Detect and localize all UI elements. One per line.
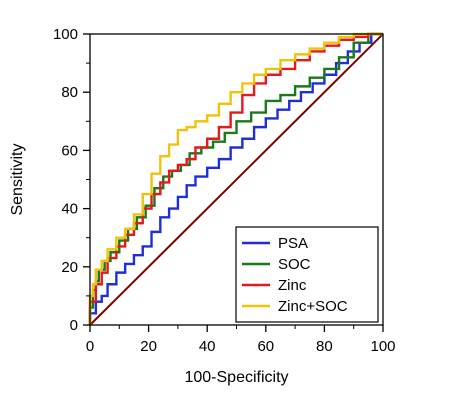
y-tick-label: 100 (53, 26, 78, 43)
x-tick-label: 0 (86, 338, 94, 355)
y-tick-label: 40 (61, 201, 78, 218)
x-tick-label: 40 (199, 338, 216, 355)
y-axis-title: Sensitivity (9, 143, 26, 215)
reference-diagonal-line (89, 33, 384, 326)
legend-label-psa: PSA (278, 235, 308, 252)
y-tick-label: 0 (70, 317, 78, 334)
series-line-psa (88, 32, 383, 325)
y-tick-label: 80 (61, 84, 78, 101)
x-tick-label: 100 (370, 338, 395, 355)
legend: PSA SOC Zinc Zinc+SOC (235, 226, 379, 323)
x-axis-title: 100-Specificity (184, 369, 288, 386)
legend-label-zinc: Zinc (278, 277, 307, 294)
y-tick-label: 20 (61, 259, 78, 276)
x-tick-label: 80 (316, 338, 333, 355)
series-layer (88, 32, 383, 325)
x-tick-label: 20 (140, 338, 157, 355)
y-tick-label: 60 (61, 142, 78, 159)
legend-label-soc: SOC (278, 256, 311, 273)
x-tick-label: 60 (257, 338, 274, 355)
series-line-zinc-soc (88, 32, 383, 325)
axes-layer: 0 20 40 60 80 100 0 20 40 60 80 100 (53, 26, 396, 355)
reference-layer (89, 33, 384, 326)
legend-label-zinc-soc: Zinc+SOC (278, 298, 348, 315)
